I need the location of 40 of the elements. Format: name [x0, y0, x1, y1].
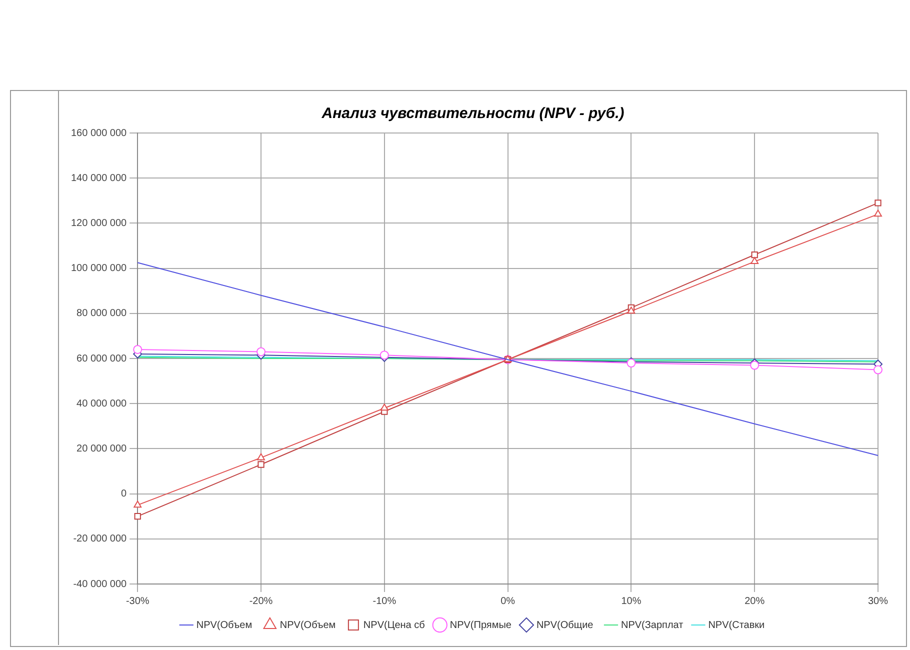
y-tick-label: 60 000 000 [76, 353, 128, 364]
y-tick-label: 20 000 000 [76, 443, 128, 454]
point [627, 306, 636, 314]
x-tick-label: 30% [868, 596, 888, 607]
point [874, 200, 882, 206]
x-tick-label: -30% [126, 596, 150, 607]
point [751, 251, 758, 258]
x-tick-label: 20% [744, 596, 765, 607]
legend-label: NPV(Цена сб [363, 620, 426, 631]
x-tick-label: -10% [372, 596, 396, 607]
point [133, 344, 142, 354]
point [257, 453, 265, 460]
y-tick-label: 120 000 000 [70, 218, 128, 229]
y-tick-label: -40 000 000 [73, 578, 128, 590]
x-tick-label: 0% [500, 596, 516, 607]
legend-label: NPV(Прямые [450, 620, 512, 631]
legend-label: NPV(Объем [196, 620, 255, 631]
point [874, 365, 882, 374]
y-tick-label: 100 000 000 [70, 263, 128, 274]
point [874, 210, 882, 217]
point [256, 347, 266, 356]
y-tick-label: 140 000 000 [70, 172, 128, 184]
point [750, 360, 760, 370]
x-tick-label: 10% [621, 596, 642, 607]
legend-label: NPV(Ставки [708, 620, 765, 631]
point [134, 513, 141, 520]
point [258, 461, 264, 468]
legend-label: NPV(Объем [280, 620, 338, 631]
chart-title: Анализ чувствительности (NPV - руб.) [320, 105, 624, 122]
x-tick-label: -20% [249, 596, 273, 607]
y-tick-label: 0 [121, 488, 128, 500]
legend-label: NPV(Общие [536, 620, 596, 631]
y-tick-label: 80 000 000 [76, 308, 128, 320]
point [380, 404, 388, 411]
point [380, 350, 389, 360]
legend-label: NPV(Зарплат [620, 620, 684, 631]
point [750, 257, 759, 264]
y-tick-label: 160 000 000 [70, 128, 128, 139]
y-tick-label: 40 000 000 [76, 398, 128, 410]
y-tick-label: -20 000 000 [73, 534, 128, 545]
